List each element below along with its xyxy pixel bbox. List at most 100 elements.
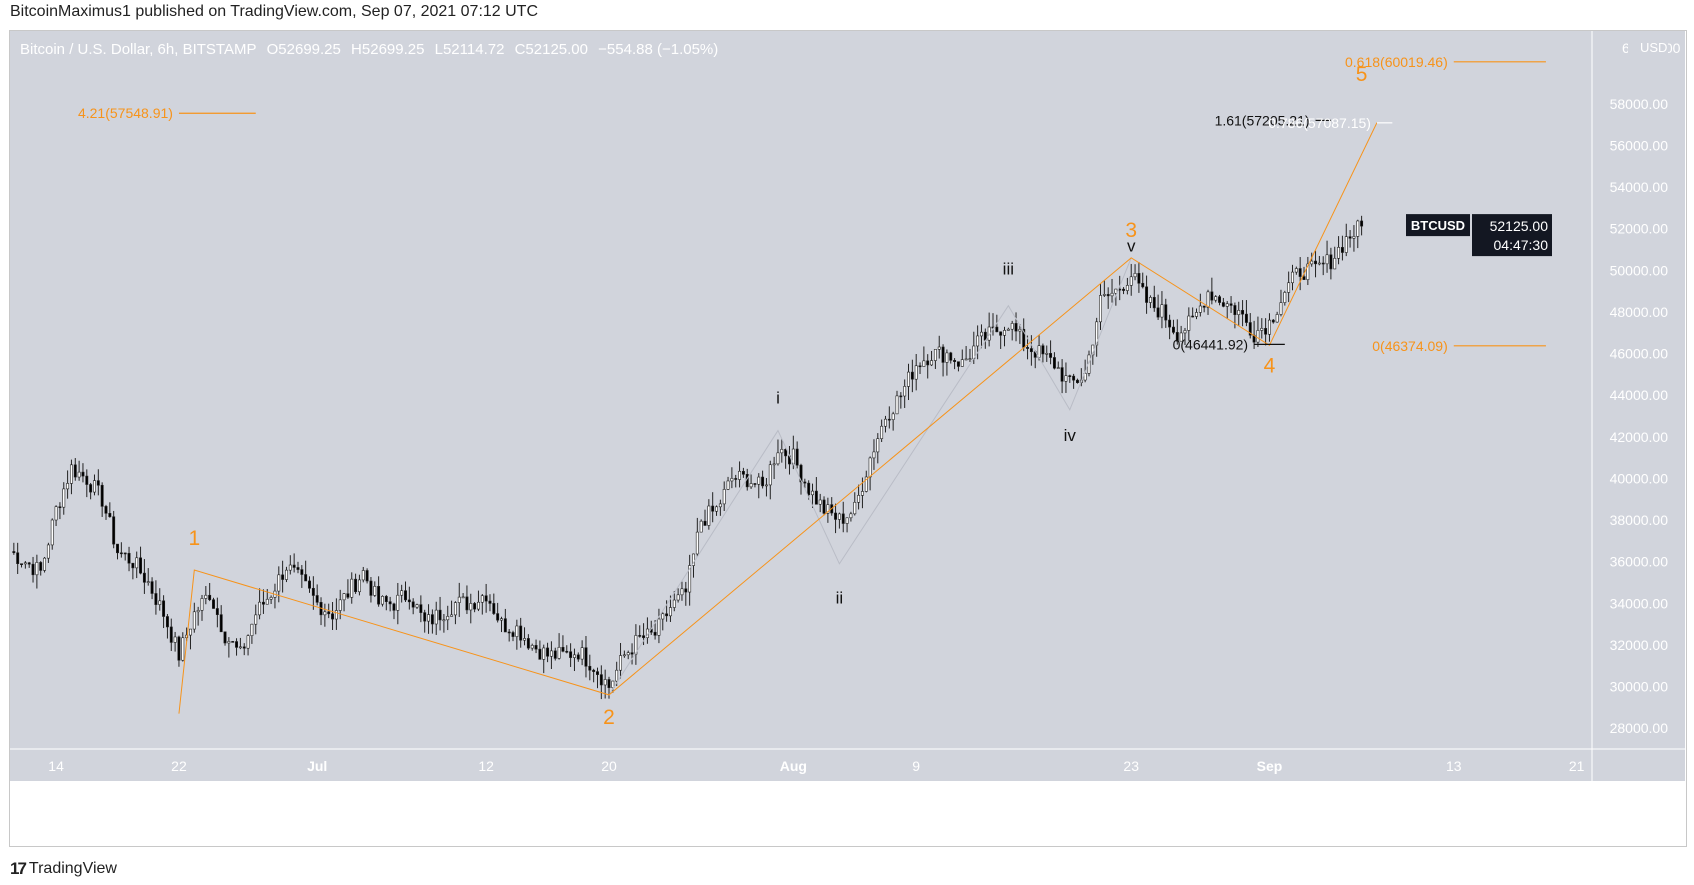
candle-body bbox=[968, 358, 972, 360]
candle-body bbox=[884, 418, 887, 427]
candle-body bbox=[956, 361, 960, 367]
currency-label: USD bbox=[1640, 40, 1667, 55]
high-value: H52699.25 bbox=[351, 41, 425, 58]
candle-body bbox=[1229, 303, 1233, 306]
candle-body bbox=[1041, 345, 1045, 355]
candle-body bbox=[77, 471, 81, 478]
candle-body bbox=[1348, 236, 1352, 239]
fib-label: 0.618(60019.46) bbox=[1345, 54, 1448, 70]
candle-body bbox=[561, 646, 565, 652]
candle-body bbox=[1183, 330, 1187, 334]
candle-body bbox=[772, 463, 776, 466]
currency-badge-bg bbox=[1628, 36, 1668, 58]
candle-body bbox=[534, 645, 538, 650]
candle-body bbox=[135, 557, 139, 569]
candle-body bbox=[899, 395, 903, 398]
candle-body bbox=[381, 596, 384, 605]
candle-body bbox=[576, 654, 580, 660]
x-tick-label: Aug bbox=[780, 758, 807, 774]
candle-body bbox=[953, 360, 957, 362]
y-tick-label: 36000.00 bbox=[1610, 554, 1669, 570]
candle-body bbox=[1337, 247, 1341, 259]
y-tick-label: 46000.00 bbox=[1610, 346, 1669, 362]
candle-body bbox=[1244, 313, 1248, 323]
candle-body bbox=[1083, 373, 1087, 381]
candle-body bbox=[638, 635, 642, 637]
candle-body bbox=[542, 647, 546, 660]
y-tick-label: 48000.00 bbox=[1610, 304, 1669, 320]
wave-label: ii bbox=[836, 588, 844, 607]
candle-body bbox=[1137, 273, 1141, 284]
candle-body bbox=[615, 669, 619, 682]
candle-body bbox=[941, 346, 945, 363]
candle-body bbox=[1248, 322, 1252, 336]
candle-body bbox=[1198, 305, 1202, 313]
candle-body bbox=[822, 499, 826, 514]
open-value: O52699.25 bbox=[266, 41, 341, 58]
candle-body bbox=[1264, 328, 1268, 335]
chart-frame[interactable] bbox=[9, 30, 1687, 847]
x-tick-label: 23 bbox=[1123, 758, 1139, 774]
candle-body bbox=[123, 552, 127, 555]
candle-body bbox=[1317, 262, 1321, 265]
candle-body bbox=[23, 562, 27, 565]
candle-body bbox=[995, 326, 999, 333]
candle-body bbox=[718, 503, 722, 508]
candle-body bbox=[711, 505, 715, 512]
candle-body bbox=[1099, 295, 1102, 323]
candle-body bbox=[1064, 375, 1068, 382]
candle-body bbox=[1049, 353, 1053, 358]
candle-body bbox=[1210, 291, 1214, 301]
candle-body bbox=[384, 596, 388, 602]
candle-body bbox=[269, 597, 273, 600]
candle-body bbox=[688, 565, 692, 593]
candle-body bbox=[1279, 302, 1283, 315]
candle-body bbox=[607, 679, 611, 688]
candle-body bbox=[1148, 297, 1152, 303]
candle-body bbox=[404, 590, 407, 601]
candle-body bbox=[500, 618, 503, 621]
candle-body bbox=[1233, 305, 1237, 315]
candle-body bbox=[281, 574, 285, 580]
wave-label: v bbox=[1127, 237, 1136, 256]
candle-body bbox=[254, 614, 258, 625]
candle-body bbox=[684, 588, 688, 593]
candle-body bbox=[572, 654, 576, 658]
candle-body bbox=[549, 650, 553, 657]
candle-body bbox=[738, 470, 742, 480]
candle-body bbox=[100, 484, 104, 507]
y-tick-label: 32000.00 bbox=[1610, 637, 1669, 653]
candle-body bbox=[503, 618, 507, 633]
candle-body bbox=[880, 425, 884, 439]
candle-body bbox=[150, 581, 154, 594]
candle-body bbox=[315, 595, 319, 603]
x-tick-label: 14 bbox=[48, 758, 64, 774]
candle-body bbox=[845, 517, 849, 524]
y-tick-label: 38000.00 bbox=[1610, 512, 1669, 528]
candle-body bbox=[411, 601, 415, 608]
candle-body bbox=[446, 616, 450, 621]
candle-body bbox=[557, 646, 561, 659]
candle-body bbox=[331, 613, 334, 620]
footer: 17 TradingView bbox=[10, 859, 117, 879]
candle-body bbox=[922, 360, 926, 367]
low-value: L52114.72 bbox=[434, 41, 505, 58]
candle-body bbox=[242, 646, 246, 649]
candle-body bbox=[814, 490, 818, 505]
candle-body bbox=[872, 451, 876, 459]
subwave-path bbox=[608, 257, 1132, 696]
candle-body bbox=[1018, 328, 1022, 332]
candle-body bbox=[799, 464, 803, 483]
candle-body bbox=[741, 470, 745, 475]
candle-body bbox=[653, 631, 657, 636]
candle-body bbox=[841, 513, 845, 524]
candle-body bbox=[1221, 302, 1225, 307]
candle-body bbox=[1141, 282, 1145, 288]
candle-body bbox=[853, 501, 857, 515]
candle-body bbox=[1175, 332, 1179, 342]
y-tick-label: 56000.00 bbox=[1610, 137, 1669, 153]
candle-body bbox=[96, 480, 100, 486]
candle-body bbox=[634, 635, 638, 655]
candle-body bbox=[903, 386, 907, 397]
